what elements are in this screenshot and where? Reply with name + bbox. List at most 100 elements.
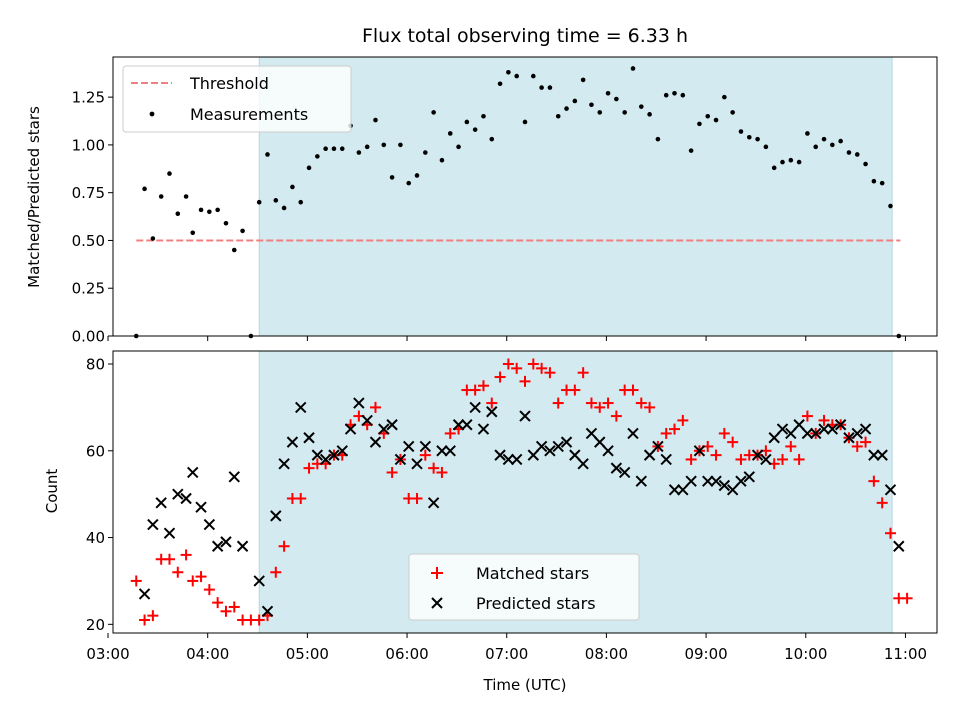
predicted-star-point <box>270 510 282 522</box>
measurement-point <box>564 106 569 111</box>
ratio-x-ticks <box>107 336 906 341</box>
ratio-y-tick-label: 0.00 <box>72 328 105 346</box>
predicted-star-point <box>743 471 755 483</box>
matched-star-point <box>303 462 315 474</box>
predicted-star-point <box>519 410 531 422</box>
measurement-point <box>273 198 279 203</box>
measurement-point <box>464 119 470 125</box>
count-x-tick-label: 03:00 <box>86 645 129 663</box>
legend-matched-label: Matched stars <box>476 564 589 583</box>
count-y-ticks: 20 40 60 80 <box>86 356 113 634</box>
predicted-star-point <box>311 449 324 461</box>
predicted-star-point <box>419 440 432 453</box>
measurement-point <box>705 113 711 119</box>
predicted-star-point <box>868 449 880 461</box>
predicted-star-point <box>236 540 249 552</box>
predicted-star-point <box>652 440 664 453</box>
matched-star-point <box>253 614 265 626</box>
predicted-star-point <box>163 527 176 539</box>
predicted-star-point <box>172 488 184 500</box>
ratio-y-axis-label: Matched/Predicted stars <box>25 106 43 288</box>
measurement-point <box>150 236 156 241</box>
predicted-star-point <box>552 440 564 453</box>
matched-star-point <box>860 436 872 448</box>
measurement-point <box>142 186 147 192</box>
predicted-star-point <box>494 449 506 461</box>
measurement-point <box>207 209 212 215</box>
predicted-star-point <box>394 453 407 466</box>
predicted-star-point <box>843 432 855 444</box>
measurement-point <box>580 77 586 83</box>
matched-star-point <box>552 397 564 409</box>
measurement-point <box>306 165 312 171</box>
matched-star-point <box>469 384 481 396</box>
predicted-star-point <box>344 423 357 435</box>
predicted-star-point <box>577 458 589 470</box>
predicted-star-point <box>627 427 639 440</box>
predicted-star-point <box>810 427 822 440</box>
predicted-star-point <box>155 497 167 509</box>
measurement-point <box>539 85 544 90</box>
measurement-point <box>746 134 752 140</box>
matched-star-point <box>685 453 697 465</box>
count-y-tick-label: 40 <box>86 529 105 547</box>
predicted-star-point <box>602 445 614 457</box>
matched-star-point <box>793 453 805 465</box>
measurement-point <box>879 180 885 186</box>
predicted-star-point <box>884 484 897 496</box>
measurement-point <box>331 146 337 152</box>
predicted-star-point <box>594 436 606 448</box>
matched-star-point <box>278 540 290 552</box>
predicted-star-point <box>776 423 789 435</box>
predicted-star-point <box>585 427 598 440</box>
predicted-star-point <box>180 492 192 505</box>
matched-star-point <box>884 527 896 539</box>
matched-star-point <box>660 427 672 439</box>
count-x-ticks: 03:00 04:00 05:00 06:00 07:00 08:00 09:00 10:00… <box>86 633 927 663</box>
measurement-point <box>813 144 819 150</box>
predicted-star-point <box>138 588 151 600</box>
predicted-star-point <box>726 484 739 496</box>
measurement-point <box>481 113 486 119</box>
measurement-point <box>381 142 387 148</box>
predicted-star-point <box>610 462 623 474</box>
ratio-y-tick-label: 0.75 <box>72 184 105 202</box>
matched-star-point <box>180 549 192 561</box>
matched-star-point <box>220 605 232 617</box>
ratio-panel: 0.00 0.25 0.50 0.75 1.00 1.25 Flux total obse… <box>25 25 938 346</box>
measurement-point <box>805 131 810 136</box>
predicted-star-point <box>527 449 540 461</box>
matched-star-point <box>635 397 647 409</box>
predicted-star-point <box>677 484 689 496</box>
chart-title: Flux total observing time = 6.33 h <box>362 25 688 47</box>
matched-star-point <box>585 397 597 409</box>
predicted-star-point <box>361 414 373 427</box>
ratio-panel-frame <box>112 56 938 337</box>
predicted-star-point <box>378 423 390 435</box>
predicted-star-point <box>801 427 814 440</box>
predicted-star-point <box>693 445 706 457</box>
predicted-star-point <box>635 475 647 487</box>
predicted-star-point <box>760 453 772 466</box>
measurement-point <box>240 228 245 234</box>
matched-star-point <box>172 566 184 578</box>
measurement-point <box>680 92 686 98</box>
predicted-star-point <box>893 540 905 552</box>
predicted-star-point <box>477 423 490 435</box>
predicted-star-point <box>220 536 232 548</box>
measurement-point <box>315 154 320 159</box>
matched-star-point <box>801 410 813 422</box>
measurement-point <box>323 146 328 152</box>
matched-star-point <box>677 414 689 426</box>
matched-star-point <box>419 449 431 461</box>
measurement-point <box>597 110 603 115</box>
measurement-point <box>290 184 295 190</box>
measurement-point <box>846 150 852 155</box>
count-x-tick-label: 07:00 <box>485 645 528 663</box>
matched-star-point <box>147 610 159 622</box>
measurement-point <box>423 150 428 155</box>
measurement-point <box>373 117 378 123</box>
matched-star-point <box>163 553 175 565</box>
measurement-point <box>614 96 619 102</box>
